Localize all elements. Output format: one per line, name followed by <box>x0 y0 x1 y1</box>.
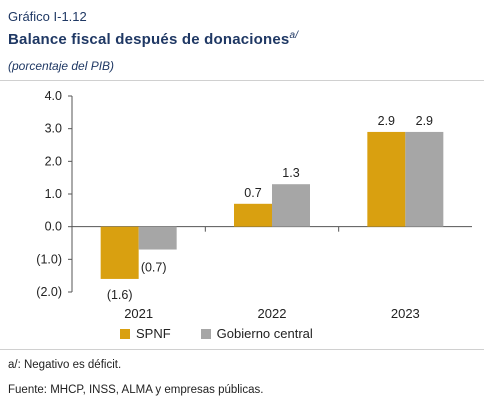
chart-legend: SPNF Gobierno central <box>120 326 313 341</box>
chart-title: Balance fiscal después de donacionesa/ <box>8 30 298 48</box>
data-label: 0.7 <box>244 186 261 200</box>
y-tick-label: (1.0) <box>36 252 62 266</box>
bar-gobierno-central-2023 <box>405 131 444 227</box>
bar-gobierno-central-2021 <box>138 226 177 250</box>
legend-label-gobierno-central: Gobierno central <box>216 326 313 341</box>
data-label: 1.3 <box>282 166 299 180</box>
chart-title-text: Balance fiscal después de donaciones <box>8 31 290 48</box>
chart-subtitle: (porcentaje del PIB) <box>8 59 115 73</box>
data-label: (0.7) <box>141 261 167 275</box>
legend-swatch-gobierno-central <box>200 328 211 339</box>
bar-chart: 4.0 3.0 2.0 1.0 0.0 (1.0) (2.0) (1.6) (0.7) 2021 0… <box>36 89 472 321</box>
y-tick-label: 1.0 <box>45 187 62 201</box>
bar-spnf-2022 <box>234 203 272 227</box>
y-tick-label: 4.0 <box>45 89 62 103</box>
data-label: 2.9 <box>378 114 395 128</box>
legend-item-spnf: SPNF <box>120 326 171 341</box>
x-tick-label: 2022 <box>258 306 287 321</box>
x-tick-label: 2021 <box>124 306 153 321</box>
bar-spnf-2023 <box>367 131 406 227</box>
y-tick-label: 2.0 <box>45 154 62 168</box>
footnote: a/: Negativo es déficit. <box>8 359 122 371</box>
legend-label-spnf: SPNF <box>136 326 171 341</box>
source-note: Fuente: MHCP, INSS, ALMA y empresas públ… <box>8 384 264 396</box>
bar-gobierno-central-2022 <box>272 184 310 227</box>
y-tick-label: 3.0 <box>45 122 62 136</box>
figure-number: Gráfico I-1.12 <box>8 9 87 24</box>
chart-frame: 4.0 3.0 2.0 1.0 0.0 (1.0) (2.0) (1.6) (0.7) 2021 0… <box>0 80 484 350</box>
data-label: (1.6) <box>107 288 133 302</box>
y-tick-label: (2.0) <box>36 285 62 299</box>
bar-spnf-2021 <box>100 226 139 279</box>
legend-item-gobierno-central: Gobierno central <box>200 326 313 341</box>
data-label: 2.9 <box>416 114 433 128</box>
title-footnote-marker: a/ <box>289 30 299 41</box>
y-tick-label: 0.0 <box>45 220 62 234</box>
x-tick-label: 2023 <box>391 306 420 321</box>
legend-swatch-spnf <box>120 328 130 339</box>
